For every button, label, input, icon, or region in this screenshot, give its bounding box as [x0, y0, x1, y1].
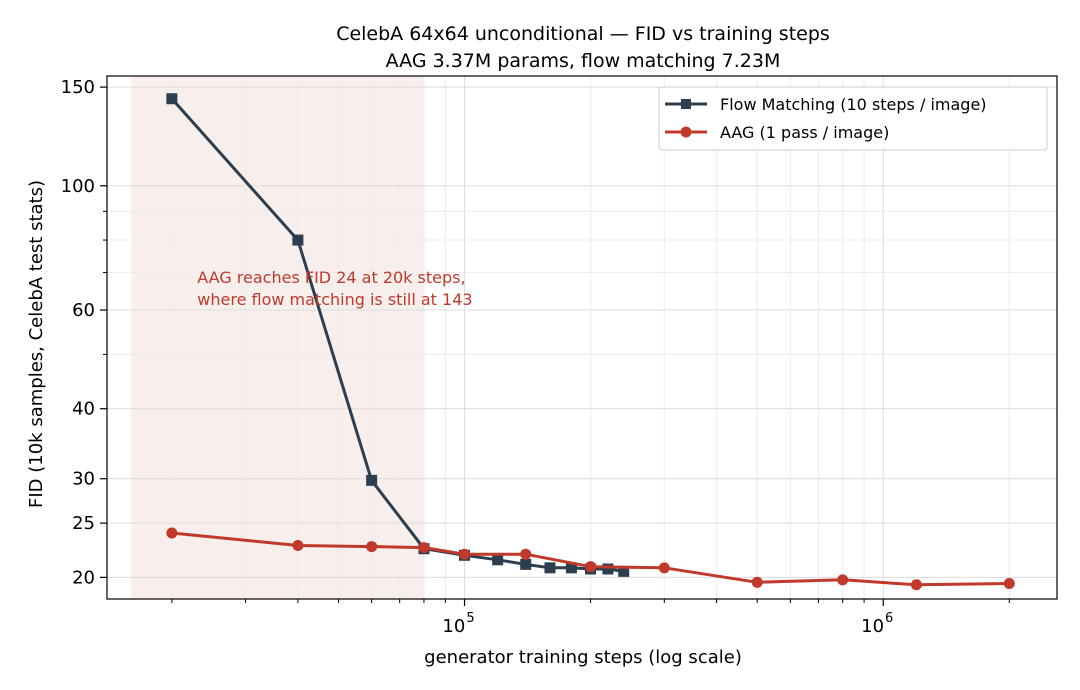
y-tick-label: 25: [72, 513, 95, 534]
annotation-line-2: where flow matching is still at 143: [197, 290, 472, 309]
data-point-circle: [418, 542, 430, 554]
data-point-square: [166, 93, 178, 105]
data-point-square: [618, 565, 630, 577]
grid-layer: [107, 76, 1057, 599]
legend-label-flow-matching: Flow Matching (10 steps / image): [720, 95, 987, 114]
data-point-circle: [910, 579, 922, 591]
data-point-square: [602, 563, 614, 575]
y-tick-label: 60: [72, 300, 95, 321]
series-line-1: [171, 531, 1010, 587]
legend: Flow Matching (10 steps / image) AAG (1 …: [658, 86, 1048, 151]
data-point-circle: [366, 541, 378, 553]
data-point-circle: [520, 548, 532, 560]
y-tick-label: 30: [72, 469, 95, 490]
data-point-circle: [837, 574, 849, 586]
series-layer: [166, 93, 1015, 591]
x-tick-label: 105: [442, 611, 474, 637]
data-point-square: [544, 562, 556, 574]
y-tick-label: 150: [61, 77, 95, 98]
chart-title: CelebA 64x64 unconditional — FID vs trai…: [336, 23, 830, 45]
data-point-circle: [292, 540, 304, 552]
shaded-region-layer: [131, 76, 424, 599]
y-tick-label: 20: [72, 567, 95, 588]
plot-frame: [106, 75, 1058, 600]
data-point-circle: [166, 527, 178, 539]
x-axis-label: generator training steps (log scale): [424, 647, 742, 668]
x-tick-label: 106: [861, 611, 893, 637]
data-point-square: [565, 562, 577, 574]
x-tick-exponent: 5: [466, 611, 474, 626]
legend-label-aag: AAG (1 pass / image): [720, 123, 889, 142]
annotation-line-1: AAG reaches FID 24 at 20k steps,: [197, 268, 465, 287]
data-point-square: [520, 558, 532, 570]
legend-marker-square: [681, 99, 691, 109]
tick-layer: 105 106 150 100 60 40 30 25 20: [61, 77, 1010, 637]
data-point-square: [492, 554, 504, 566]
annotation: AAG reaches FID 24 at 20k steps, where f…: [197, 268, 472, 309]
legend-box: [658, 86, 1048, 151]
shaded-region: [131, 76, 424, 599]
y-tick-label: 100: [61, 176, 95, 197]
x-tick-exponent: 6: [885, 611, 893, 626]
y-axis-label: FID (10k samples, CelebA test stats): [26, 180, 47, 508]
data-point-circle: [658, 562, 670, 574]
data-point-circle: [1003, 578, 1015, 590]
data-point-square: [292, 234, 304, 246]
legend-marker-circle: [680, 126, 692, 138]
y-tick-label: 40: [72, 399, 95, 420]
data-point-circle: [459, 548, 471, 560]
data-point-circle: [585, 561, 597, 573]
data-point-square: [366, 474, 378, 486]
chart-subtitle: AAG 3.37M params, flow matching 7.23M: [386, 50, 781, 72]
data-point-circle: [751, 576, 763, 588]
